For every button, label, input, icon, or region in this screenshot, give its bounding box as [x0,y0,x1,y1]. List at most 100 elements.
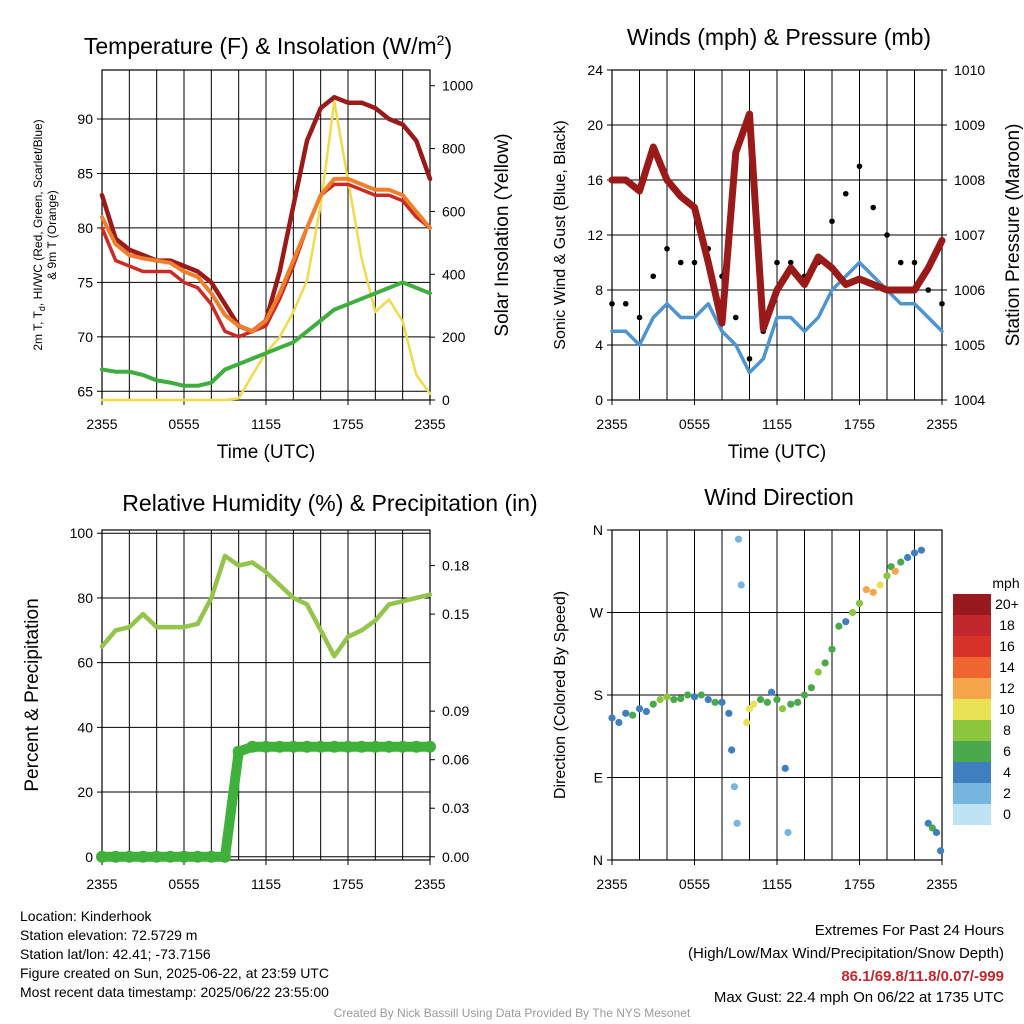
dir-point [794,698,802,706]
figure-created: Figure created on Sun, 2025-06-22, at 23… [20,965,329,981]
dir-point [842,618,850,626]
rh-ytick-right-label: 0.09 [442,703,469,719]
rh-ytick-label: 40 [77,719,93,735]
dir-point [828,645,836,653]
temp-ylabel-left: 2m T, Td, HI/WC (Red, Green, Scarlet/Blu… [31,119,47,350]
winds-gust-point [939,300,945,307]
dir-point [690,693,699,701]
dir-point [814,668,822,676]
winds-ytick-label: 8 [595,282,603,298]
rh-ytick-label: 80 [77,590,93,606]
winds-ytick-right-label: 1005 [954,337,985,353]
winds-xtick-label: 1755 [844,416,875,432]
winds-gust-point [897,259,904,266]
dir-legend-label: 16 [999,638,1015,654]
rh-ytick-right-label: 0.00 [442,849,469,865]
rh-ytick-right-label: 0.06 [442,752,469,768]
winds-ylabel-right: Station Pressure (Maroon) [1003,124,1024,347]
winds-gust-point [884,232,890,238]
dir-legend-swatch [953,615,991,636]
dir-point [750,700,758,708]
dir-point [718,698,726,706]
winds-gust-point [787,259,794,266]
dir-point [928,824,936,832]
dir-point [629,711,637,719]
temp-ytick-right-label: 200 [442,329,466,345]
dir-legend-title: mph [992,575,1019,591]
rh-series-relative-humidity [99,553,433,659]
dir-point [608,714,616,722]
dir-point [876,581,884,589]
dir-legend-swatch [953,699,991,720]
dir-point [862,585,870,594]
dir-point [725,709,733,717]
dir-point [684,691,692,699]
temp-ytick-label: 65 [77,383,93,399]
temp-xtick-label: 1155 [251,416,281,432]
winds-gust-point [609,300,615,307]
dir-point [734,535,743,543]
extremes-box: Extremes For Past 24 Hours (High/Low/Max… [688,919,1004,1008]
dir-point [656,695,664,704]
temp-plot-frame [101,69,431,401]
temp-xtick-label: 2355 [414,416,445,432]
dir-point [787,700,795,708]
dir-legend-swatch [953,804,991,825]
temp-ytick-right-label: 600 [442,203,466,219]
rh-xtick-label: 1155 [251,876,281,892]
winds-ytick-label: 0 [595,392,603,408]
dir-legend-label: 0 [1003,806,1011,822]
dir-ytick-label: S [594,687,603,703]
temp-series-2m-t [100,182,432,339]
winds-ytick-right-label: 1004 [954,392,985,408]
dir-legend-label: 6 [1003,743,1011,759]
dir-point [835,622,843,630]
temp-ytick-right-label: 800 [442,141,466,157]
winds-xlabel: Time (UTC) [728,442,827,463]
temp-ytick-right-label: 400 [442,266,466,282]
winds-gust-point [732,314,739,321]
winds-ytick-right-label: 1008 [954,172,985,188]
winds-gust-point [870,204,877,211]
winds-gust-point [664,245,670,252]
dir-legend-label: 14 [999,659,1015,675]
rh-xtick-label: 2355 [86,876,117,892]
temp-ytick-label: 80 [77,220,93,236]
winds-gust-point [650,273,657,280]
temp-ytick-label: 70 [77,329,93,345]
dir-point [711,698,719,706]
rh-title: Relative Humidity (%) & Precipitation (i… [122,490,537,516]
winds-ytick-label: 4 [595,337,603,353]
dir-point [800,691,809,699]
dir-legend-swatch [953,762,991,783]
max-gust: Max Gust: 22.4 mph On 06/22 at 1735 UTC [713,989,1004,1006]
dir-point [821,659,829,667]
winds-ytick-right-label: 1006 [954,282,985,298]
winds-ytick-right-label: 1007 [954,227,985,243]
dir-legend-swatch [953,636,991,657]
dir-point [649,700,657,708]
dir-point [932,828,941,837]
winds-ytick-right-label: 1009 [954,117,985,133]
dir-point [745,705,754,713]
credit-line: Created By Nick Bassill Using Data Provi… [333,1006,691,1020]
rh-xtick-label: 0555 [168,876,199,892]
dir-point [730,783,738,791]
dir-point [781,764,789,772]
dir-point [778,705,787,713]
dir-legend-label: 8 [1003,722,1011,738]
dir-point [615,718,623,727]
temp-series-td [100,280,432,388]
winds-ytick-label: 16 [587,172,603,188]
extremes-subtitle: (High/Low/Max Wind/Precipitation/Snow De… [688,945,1004,962]
rh-ytick-label: 0 [85,849,93,865]
winds-gust-point [842,190,849,197]
station-info: Location: Kinderhook Station elevation: … [20,907,329,1002]
dir-point [743,718,751,727]
dir-point [663,693,671,701]
dir-xtick-label: 1155 [762,876,792,892]
dir-legend-swatch [953,657,991,678]
winds-gust-point [622,300,629,307]
winds-ytick-label: 20 [587,117,603,133]
